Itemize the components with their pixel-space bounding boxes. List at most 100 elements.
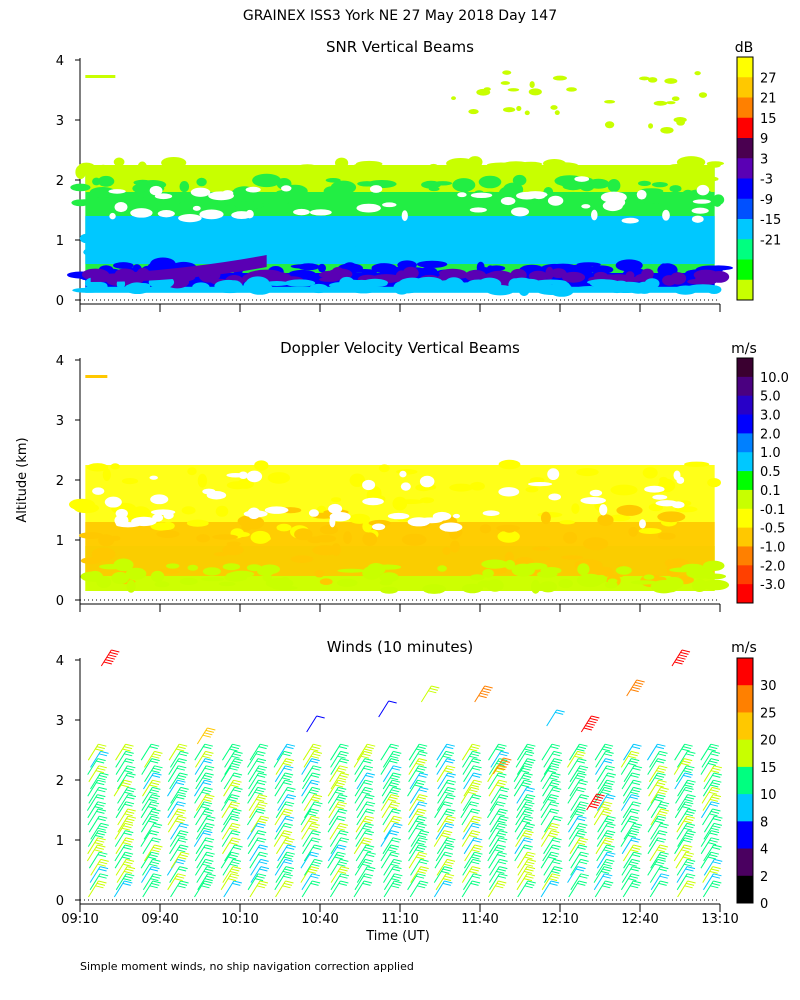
wind-barb-feather (712, 825, 721, 829)
wind-barb (516, 873, 528, 891)
wind-barb (540, 808, 552, 826)
wind-barb (357, 851, 369, 869)
wind-barb-feather (473, 765, 482, 769)
echo-patch (71, 199, 90, 207)
no-echo-gap (516, 191, 538, 200)
wind-barb-feather (340, 772, 350, 776)
wind-barb-feather (550, 880, 560, 884)
wind-barb-feather (601, 748, 611, 752)
y-tick-label: 2 (56, 474, 64, 489)
no-echo-gap (264, 506, 289, 514)
wind-barb (570, 794, 582, 811)
echo-patch (228, 165, 257, 173)
wind-barb-feather (177, 849, 186, 853)
wind-barb (488, 837, 500, 855)
wind-barb-feather (416, 818, 426, 822)
wind-barb-feather (151, 758, 160, 762)
wind-barb-feather (283, 842, 292, 846)
wind-barb-feather (554, 815, 563, 819)
wind-barb-feather (521, 777, 530, 781)
wind-barb-feather (683, 746, 692, 750)
wind-barb-feather (418, 844, 427, 848)
wind-barb-feather (204, 774, 213, 778)
no-echo-gap (671, 501, 685, 509)
wind-barb-feather (527, 880, 536, 884)
colorbar-label: -0.1 (760, 503, 785, 518)
echo-patch (616, 504, 643, 516)
wind-barb-feather (148, 820, 157, 824)
wind-barb-feather (97, 801, 106, 805)
wind-barb-feather (367, 851, 376, 855)
echo-patch (497, 530, 520, 543)
echo-patch (431, 284, 457, 291)
wind-barb-feather (499, 794, 509, 798)
wind-barb (567, 758, 579, 775)
wind-barb (277, 844, 289, 862)
upper-wind-barb-feather (633, 684, 642, 688)
wind-barb (620, 873, 632, 891)
wind-barb (540, 830, 552, 847)
wind-barb-feather (578, 782, 587, 786)
wind-barb-feather (524, 810, 533, 814)
wind-barb-feather (149, 868, 159, 872)
upper-wind-barb (626, 679, 638, 697)
wind-barb (329, 823, 341, 840)
wind-barb-feather (553, 858, 562, 862)
wind-barb-feather (577, 825, 586, 829)
echo-patch (331, 497, 342, 503)
wind-barb-feather (471, 808, 481, 812)
wind-barb-feather (127, 794, 137, 798)
y-tick-label: 2 (56, 174, 64, 189)
echo-patch (205, 177, 216, 190)
wind-barb (435, 844, 447, 862)
wind-barb-feather (234, 786, 243, 790)
wind-barb (621, 837, 633, 855)
wind-barb-feather (392, 837, 402, 841)
wind-barb-feather (577, 808, 586, 812)
wind-barb-feather (444, 820, 453, 824)
upper-wind-barb-feather (503, 757, 512, 761)
wind-barb-feather (339, 868, 348, 872)
wind-barb-feather (683, 789, 693, 793)
wind-barb (515, 830, 526, 847)
y-tick-label: 4 (56, 354, 64, 369)
snr-panel-title: SNR Vertical Beams (326, 38, 474, 56)
echo-patch (478, 175, 502, 189)
upper-wind-barb-feather (480, 692, 489, 696)
no-echo-gap (206, 491, 227, 500)
wind-barb-feather (362, 827, 371, 831)
wind-barb-feather (228, 798, 237, 802)
wind-barb-feather (629, 796, 638, 800)
echo-patch (528, 270, 548, 282)
wind-barb-feather (149, 746, 158, 750)
wind-barb-feather (125, 789, 135, 793)
wind-barb-feather (420, 866, 429, 870)
wind-barb (540, 801, 552, 819)
wind-barb-feather (710, 789, 719, 793)
wind-barb (436, 765, 448, 783)
wind-barb (170, 787, 182, 804)
wind-barb-feather (711, 796, 720, 800)
colorbar-label: 3 (760, 152, 768, 167)
wind-barb (407, 779, 418, 797)
wind-barb (622, 787, 634, 804)
wind-barb-feather (282, 753, 291, 757)
wind-barb (141, 787, 153, 804)
wind-barb-feather (629, 818, 638, 822)
wind-barb-feather (203, 861, 212, 865)
wind-barb-feather (228, 806, 237, 810)
echo-patch (166, 563, 180, 569)
echo-patch (222, 563, 241, 571)
echo-patch (512, 230, 524, 242)
wind-barb-feather (604, 808, 613, 812)
wind-barb-feather (204, 839, 213, 843)
wind-barb-feather (415, 813, 424, 817)
wind-barb-feather (338, 767, 347, 771)
wind-barb-feather (654, 820, 664, 824)
wind-barb-feather (284, 839, 294, 843)
wind-barb-feather (204, 830, 213, 834)
wind-barb (435, 873, 447, 891)
wind-barb-feather (659, 789, 668, 793)
wind-barb-feather (469, 789, 478, 793)
upper-echo (85, 75, 116, 78)
